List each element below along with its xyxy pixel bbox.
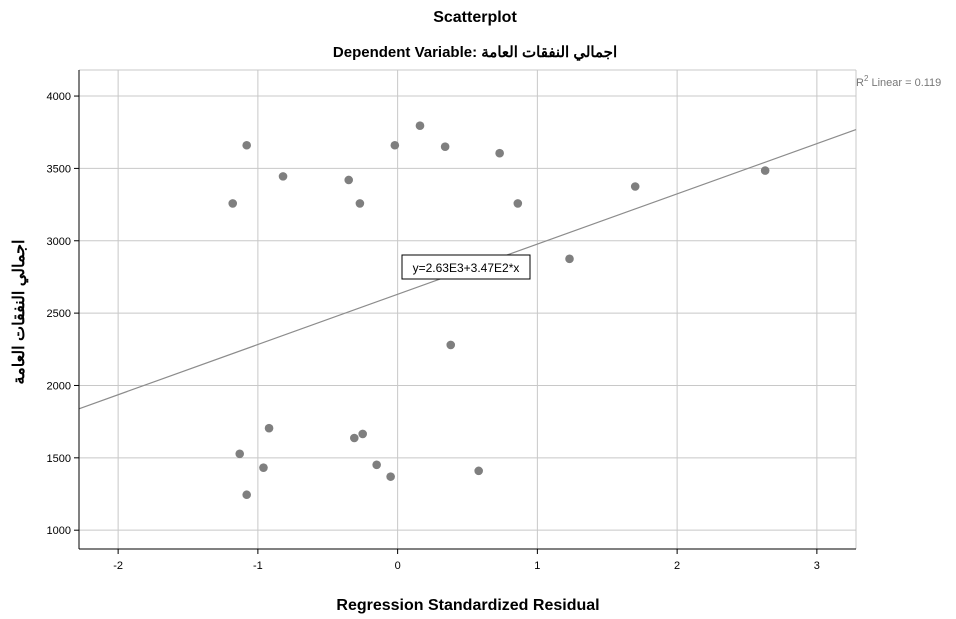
equation-label-box: y=2.63E3+3.47E2*x: [401, 254, 531, 280]
chart-title: Scatterplot: [433, 9, 517, 26]
scatter-point: [372, 460, 381, 470]
scatter-point: [264, 423, 274, 433]
scatter-point: [355, 199, 365, 208]
scatter-point: [474, 466, 483, 476]
scatter-point: [278, 172, 288, 181]
scatter-point: [259, 463, 268, 472]
equation-box: [401, 254, 531, 280]
scatter-point: [228, 199, 238, 208]
data-points: [228, 121, 770, 500]
chart-subtitle: Dependent Variable: اجمالي النفقات العام…: [333, 44, 617, 62]
x-tick-label: 2: [674, 560, 680, 572]
scatter-point: [446, 340, 456, 350]
r2-superscript: 2: [864, 74, 869, 83]
x-tick-label: 0: [395, 560, 401, 572]
scatter-point: [495, 148, 504, 158]
scatter-point: [513, 199, 523, 208]
y-tick-label: 2500: [47, 308, 71, 320]
x-tick-label: 3: [814, 560, 820, 572]
y-tick-label: 1000: [47, 525, 71, 537]
r2-prefix: R: [856, 77, 864, 89]
scatter-point: [440, 142, 450, 151]
scatter-point: [760, 166, 770, 175]
y-tick-label: 3500: [47, 163, 71, 175]
y-axis-title: اجمالي النفقات العامة: [11, 240, 29, 385]
gridlines: [79, 69, 857, 549]
scatter-point: [242, 490, 251, 500]
scatter-point: [630, 182, 640, 191]
scatter-point: [358, 429, 367, 439]
x-tick-label: -1: [253, 560, 263, 572]
r2-suffix: Linear = 0.119: [868, 77, 941, 89]
x-axis-title: Regression Standardized Residual: [336, 597, 599, 614]
x-tick-label: 1: [534, 560, 540, 572]
scatter-point: [565, 254, 574, 264]
scatter-point: [415, 121, 425, 131]
y-tick-label: 1500: [47, 453, 71, 465]
axes: [74, 70, 856, 554]
tick-labels: -2 -1 0 1 2 3 1000 1500 2000 2500 3000 3500 4000: [47, 91, 820, 572]
scatter-point: [344, 175, 354, 185]
scatter-point: [242, 140, 251, 150]
y-tick-label: 2000: [47, 380, 71, 392]
x-tick-label: -2: [113, 560, 123, 572]
y-tick-label: 3000: [47, 236, 71, 248]
r-squared-label: R2 Linear = 0.119: [856, 74, 941, 89]
scatter-point: [235, 449, 245, 459]
scatter-point: [350, 433, 359, 443]
scatter-point: [390, 140, 400, 150]
equation-label: y=2.63E3+3.47E2*x: [413, 261, 520, 275]
scatter-point: [386, 472, 395, 481]
y-tick-label: 4000: [47, 91, 71, 103]
